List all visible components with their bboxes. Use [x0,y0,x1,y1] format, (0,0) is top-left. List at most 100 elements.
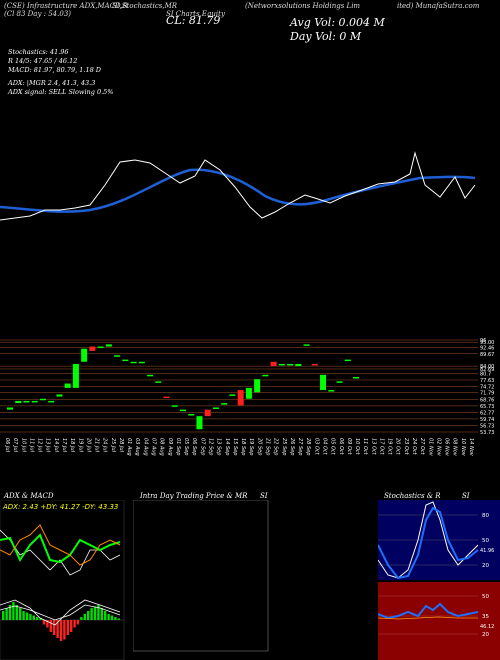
macd-bar [49,620,52,632]
candle [56,394,63,397]
date-axis-label: 19 Sep [248,438,254,455]
price-axis-label: 53.73 [480,430,494,436]
macd-bar [53,620,56,635]
date-axis-label: 13 Jul [45,438,51,453]
candle [196,416,203,430]
macd-bar [76,620,80,625]
macd-bar [63,620,66,640]
date-axis-label: 17 Oct [378,438,384,456]
plus-di-line [0,533,121,564]
adx-macd-panel: ADX: 2.43 +DY: 41.27 -DY: 43.33 [0,500,125,660]
candle [64,383,71,388]
date-axis-label: 27 Sep [297,438,303,455]
candle [97,346,104,349]
date-axis-label: 20 Sep [256,438,262,455]
macd-bar [2,611,5,620]
macd-bar [29,614,32,620]
date-axis-label: 24 Jul [102,438,108,453]
price-axis-label: 96 [480,338,486,344]
date-axis-label: 01 Nov [427,438,433,457]
macd-bar [117,618,120,620]
macd-bar [97,605,100,620]
intra-panel-title-2: SI [260,492,268,500]
macd-signal-line [0,604,121,621]
candle [245,387,252,399]
stoch-value: 41.96 [480,548,494,554]
date-axis-label: 19 Jul [77,438,83,453]
date-axis-label: 10 Jul [20,438,26,453]
price-axis-label: 59.74 [480,417,494,423]
date-axis-label: 24 Oct [411,438,417,456]
macd-bar [66,620,69,635]
date-axis-label: 14 Nov [468,438,474,457]
price-axis-label: 84.00 [480,364,494,370]
candle [48,400,55,403]
candle [229,394,236,396]
date-axis-label: 28 Jul [118,438,124,453]
adx-values-text: ADX: 2.43 +DY: 41.27 -DY: 43.33 [2,503,118,511]
date-axis-label: 22 Sep [273,438,279,455]
candle [287,363,294,366]
rsi-value: 46.12 [480,624,494,630]
macd-bar [87,611,90,620]
macd-bar [15,605,18,620]
date-axis-label: 15 Sep [232,438,238,455]
candle [122,359,129,362]
date-axis-label: 28 Sep [305,438,311,455]
stoch-tick-80: 80 [482,513,489,519]
candle [105,344,112,347]
candle [320,374,327,391]
indicator-macd: MACD: 81.97, 80.79, 1.18 D [8,66,102,74]
candle [180,409,186,412]
candle [336,381,343,383]
date-axis-label: 13 Oct [370,438,376,456]
candle [171,405,178,407]
macd-bar [93,606,97,620]
date-axis-label: 17 Jul [61,438,67,453]
avg-vol: Avg Vol: 0.004 M [290,16,385,29]
stoch-tick-20: 20 [482,563,489,569]
header-top-right: (Networxsolutions Holdings Lim [245,2,361,10]
candle [155,381,162,383]
macd-bar [90,608,93,620]
header-top-left-2: (Cl 83 Day : 54.03) [4,10,72,18]
date-axis-label: 14 Jul [53,438,59,453]
candle [114,355,121,357]
date-axis-label: 13 Sep [216,438,222,455]
stoch-d-line [378,506,479,580]
indicator-adx-signal: ADX signal: SELL Slowing 0.5% [8,88,114,96]
price-axis-label: 71.79 [480,391,494,397]
macd-bar [19,608,22,620]
date-axis-label: 11 Jul [28,438,34,453]
macd-bar [59,620,63,641]
candle [81,348,88,362]
candle [270,361,277,367]
candle [31,400,38,403]
date-axis-label: 08 Nov [452,438,458,457]
date-axis-label: 01 Sep [175,438,181,455]
macd-bar [32,615,35,620]
date-axis-label: 07 Sep [199,438,205,455]
price-axis-label: 74.72 [480,384,494,390]
macd-bar [114,617,117,620]
price-axis-label: 95.00 [480,340,494,346]
date-axis-label: 11 Oct [362,438,368,456]
stoch-panel-title-2: SI [462,492,470,500]
candle [188,414,195,416]
rsi-tick-35: 35 [482,614,489,620]
date-axis-label: 10 Nov [460,438,466,457]
candle [147,374,154,377]
candle [328,390,335,392]
price-axis-label: 82.69 [480,367,494,373]
macd-bar [12,602,15,620]
macd-bar [42,620,46,625]
date-axis-label: 03 Aug [134,438,140,456]
date-axis-label: 04 Aug [142,438,148,456]
date-axis-label: 23 Oct [403,438,409,456]
date-axis-label: 20 Jul [85,438,91,453]
candle [278,363,285,366]
date-axis-label: 01 Aug [126,438,132,456]
price-axis-label: 77.63 [480,378,494,384]
date-axis-label: 07 Aug [151,438,157,456]
